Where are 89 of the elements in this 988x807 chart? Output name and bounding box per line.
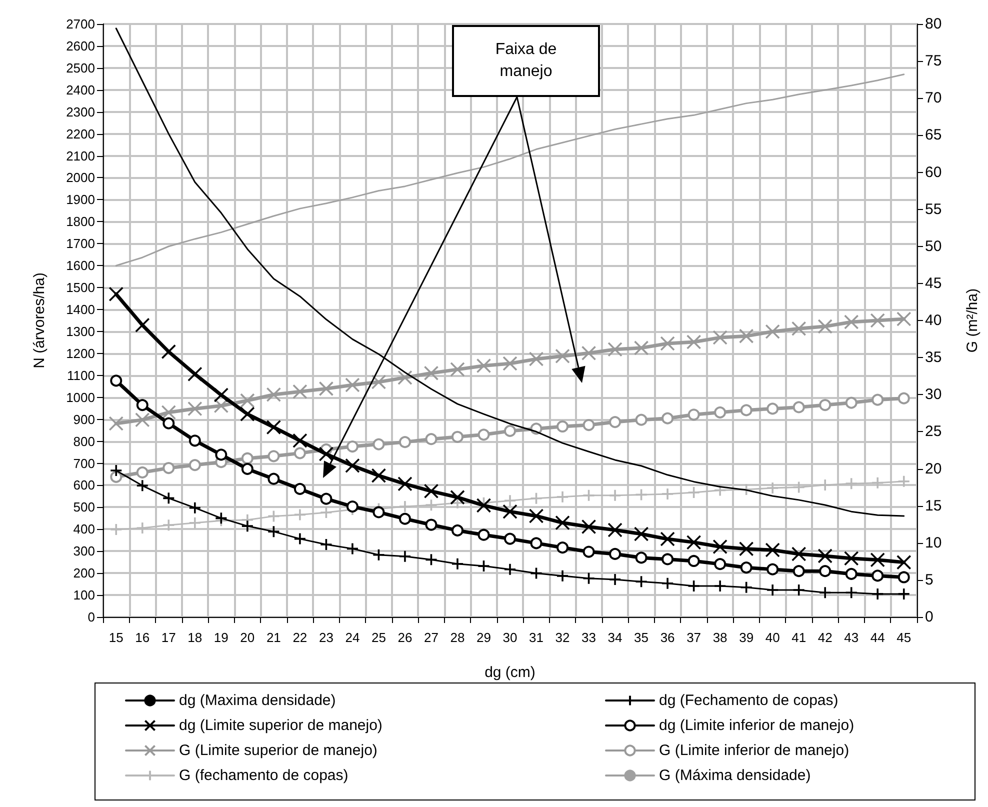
y-tick-label: 2300 [66,104,95,120]
x-tick-label: 32 [555,630,570,645]
x-tick-label: 28 [450,630,465,645]
y2-tick-label: 0 [925,608,934,626]
y-tick-label: 500 [73,500,95,515]
x-tick-label: 26 [398,630,412,645]
y-tick-label: 100 [73,588,95,603]
y-tick-label: 1500 [66,280,95,296]
y-tick-label: 2400 [66,82,95,98]
x-tick-label: 36 [660,630,675,645]
y-tick-label: 2200 [66,126,95,142]
x-tick-label: 15 [108,630,124,645]
legend-label: G (Máxima densidade) [659,767,811,784]
x-tick-label: 35 [634,630,649,645]
x-tick-label: 18 [188,630,202,645]
y-tick-label: 1600 [66,258,95,274]
y2-tick-label: 40 [925,312,942,329]
y2-tick-label: 20 [925,460,942,478]
x-tick-label: 39 [739,630,754,645]
y2-tick-label: 55 [925,200,942,218]
y-tick-label: 1800 [66,214,95,230]
x-tick-label: 31 [529,630,544,645]
y-tick-label: 200 [73,566,95,581]
x-tick-label: 40 [765,630,780,645]
x-tick-label: 37 [686,630,702,645]
y2-tick-label: 60 [925,164,942,181]
y-tick-label: 2600 [66,38,95,54]
y2-tick-label: 80 [925,16,942,32]
y-tick-label: 1000 [66,390,95,405]
x-tick-label: 16 [135,630,150,645]
callout-box: Faixa de manejo [452,25,600,97]
x-tick-label: 34 [608,630,622,645]
y-tick-label: 1900 [66,192,95,208]
y-tick-label: 2500 [66,60,95,76]
x-tick-label: 42 [818,630,832,645]
x-tick-label: 25 [371,630,386,645]
legend-label: G (Limite inferior de manejo) [659,742,850,759]
x-tick-label: 17 [161,630,176,645]
y2-tick-label: 50 [925,238,942,255]
y-tick-label: 2100 [66,148,95,164]
y2-tick-label: 25 [925,423,942,440]
x-tick-label: 44 [870,630,885,645]
x-tick-label: 45 [896,630,912,645]
x-tick-label: 20 [240,630,255,645]
y-tick-label: 800 [73,434,95,449]
y2-tick-label: 5 [925,571,934,588]
y-tick-label: 2700 [66,16,95,32]
x-axis-title: dg (cm) [484,664,536,681]
y-tick-label: 600 [73,478,95,493]
y2-tick-label: 30 [925,386,942,404]
x-tick-label: 24 [345,630,360,645]
legend-label: dg (Limite superior de manejo) [179,717,382,734]
y2-tick-label: 10 [925,534,942,552]
x-tick-label: 30 [502,630,518,645]
x-tick-label: 22 [292,630,308,645]
y2-axis-title: G (m²/ha) [964,288,981,353]
y2-tick-label: 35 [925,349,942,366]
y-axis-title: N (árvores/ha) [31,272,48,368]
x-tick-label: 43 [844,630,859,645]
legend-label: G (fechamento de copas) [179,767,348,784]
y-tick-label: 1400 [66,302,95,318]
x-tick-label: 27 [424,630,438,645]
legend-label: dg (Limite inferior de manejo) [659,717,854,734]
legend-label: G (Limite superior de manejo) [179,742,378,759]
y-tick-label: 1100 [67,368,95,383]
y2-tick-label: 15 [925,497,942,514]
annotation: Faixa de manejo [494,40,558,82]
y2-tick-label: 65 [925,126,942,144]
y2-tick-label: 70 [925,90,942,107]
y-tick-label: 2000 [66,170,95,186]
y2-tick-label: 75 [925,52,942,70]
y-tick-label: 700 [73,456,95,471]
x-tick-label: 29 [476,630,491,645]
y-tick-label: 1300 [66,324,95,339]
x-tick-label: 41 [792,630,806,645]
x-tick-label: 23 [318,630,334,645]
x-tick-label: 33 [582,630,596,645]
x-tick-label: 19 [214,630,228,645]
y-tick-label: 1700 [66,236,95,252]
y-tick-label: 400 [73,522,95,537]
legend-label: dg (Maxima densidade) [179,692,336,709]
y2-tick-label: 45 [925,274,942,292]
legend-label: dg (Fechamento de copas) [659,692,838,709]
y-tick-label: 0 [88,610,95,624]
x-tick-label: 21 [266,630,281,645]
y-tick-label: 300 [73,544,95,559]
y-tick-label: 900 [73,412,95,427]
y-tick-label: 1200 [66,346,95,361]
x-tick-label: 38 [712,630,728,645]
